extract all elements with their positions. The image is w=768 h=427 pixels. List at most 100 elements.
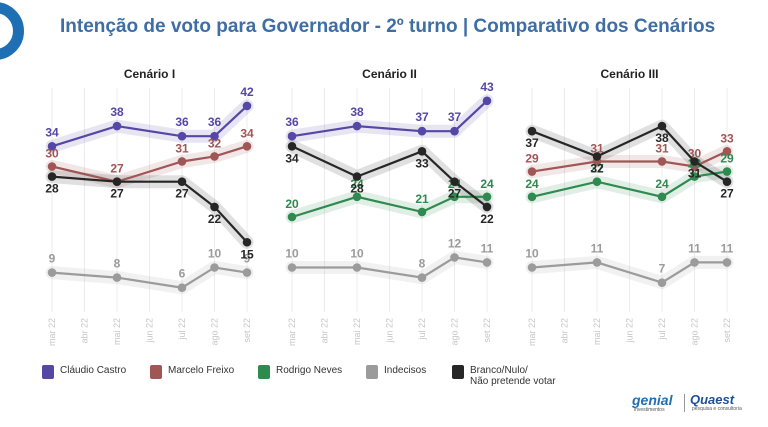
data-point-castro	[242, 101, 252, 111]
legend-label: Indecisos	[384, 365, 427, 376]
data-point-neves	[417, 207, 427, 217]
data-label-castro: 36	[285, 115, 299, 129]
legend-swatch	[150, 365, 162, 379]
x-tick-label: ago 22	[690, 318, 700, 346]
x-tick-label: abr 22	[320, 318, 330, 344]
data-label-freixo: 31	[590, 141, 604, 155]
x-tick-label: jun 22	[145, 318, 155, 344]
data-point-indecisos	[482, 258, 492, 267]
data-label-branco: 37	[525, 136, 539, 150]
data-label-indecisos: 11	[591, 241, 604, 255]
data-label-indecisos: 12	[448, 236, 462, 250]
legend-swatch	[42, 365, 54, 379]
chart-panel-3: Cenário III mar 22 abr 22 mai 22 jun 22 jul 2…	[525, 67, 734, 346]
genial-logo: genial	[632, 392, 673, 408]
data-point-indecisos	[287, 263, 297, 272]
data-point-castro	[352, 121, 362, 131]
page-title: Intenção de voto para Governador - 2º tu…	[60, 16, 716, 37]
x-tick-label: mai 22	[592, 318, 602, 345]
data-point-branco	[482, 202, 492, 212]
data-label-neves: 27	[590, 162, 604, 176]
data-label-indecisos: 9	[244, 252, 251, 266]
data-point-neves	[690, 172, 699, 181]
data-label-neves: 24	[350, 177, 364, 191]
legend-item-rodrigo-neves: Rodrigo Neves	[258, 365, 342, 379]
data-label-branco: 27	[720, 187, 734, 201]
data-point-freixo	[242, 142, 252, 151]
data-point-freixo	[210, 152, 219, 161]
data-point-indecisos	[242, 268, 252, 277]
data-label-indecisos: 11	[688, 241, 701, 255]
data-label-castro: 38	[350, 105, 364, 119]
data-point-branco	[690, 157, 699, 166]
data-label-freixo: 30	[45, 147, 59, 161]
data-point-freixo	[722, 147, 732, 156]
data-point-branco	[450, 177, 459, 186]
data-label-castro: 37	[448, 110, 462, 124]
data-point-indecisos	[47, 268, 57, 277]
x-tick-label: mar 22	[47, 318, 57, 346]
data-point-branco	[352, 172, 362, 181]
data-label-freixo: 33	[720, 131, 734, 145]
data-point-indecisos	[112, 273, 122, 282]
data-label-freixo: 27	[110, 162, 124, 176]
data-label-castro: 34	[45, 125, 59, 139]
legend-label: Marcelo Freixo	[168, 365, 235, 376]
panel-title: Cenário II	[362, 67, 417, 81]
data-point-freixo	[527, 167, 537, 176]
data-label-castro: 36	[208, 115, 222, 129]
data-label-neves: 20	[285, 197, 299, 211]
data-label-branco: 22	[480, 212, 494, 226]
data-point-castro	[210, 131, 219, 141]
data-point-branco	[657, 121, 667, 131]
data-label-castro: 36	[175, 115, 189, 129]
x-tick-label: mai 22	[352, 318, 362, 345]
legend-swatch	[366, 365, 378, 379]
data-point-indecisos	[722, 258, 732, 267]
x-tick-label: jul 22	[417, 318, 427, 341]
data-label-neves: 24	[655, 177, 669, 191]
chart-panel-1: Cenário I mar 22 abr 22 mai 22 jun 22 jul 22 a…	[45, 67, 254, 346]
quaest-logo-sub: pesquisa e consultoria	[692, 406, 742, 412]
data-label-neves: 21	[415, 192, 429, 206]
data-label-indecisos: 10	[285, 247, 299, 261]
data-point-neves	[722, 167, 732, 176]
data-point-branco	[722, 177, 732, 186]
data-point-neves	[287, 212, 297, 222]
x-tick-label: ago 22	[450, 318, 460, 346]
data-label-branco: 28	[350, 182, 364, 196]
data-point-neves	[482, 192, 492, 202]
data-point-castro	[417, 126, 427, 136]
data-label-indecisos: 6	[179, 267, 186, 281]
data-label-branco: 31	[688, 166, 702, 180]
data-point-freixo	[177, 157, 187, 166]
data-point-castro	[482, 96, 492, 106]
data-label-indecisos: 11	[481, 241, 494, 255]
data-point-castro	[177, 131, 187, 141]
legend-label: Cláudio Castro	[60, 365, 127, 376]
data-label-branco: 33	[415, 156, 429, 170]
data-point-indecisos	[592, 258, 602, 267]
x-tick-label: jun 22	[625, 318, 635, 344]
data-point-neves	[450, 192, 459, 202]
x-tick-label: ago 22	[210, 318, 220, 346]
data-point-indecisos	[450, 253, 459, 262]
x-tick-label: mai 22	[112, 318, 122, 345]
data-label-castro: 42	[240, 85, 254, 99]
quaest-logo: Quaest	[690, 392, 735, 407]
data-label-indecisos: 7	[659, 262, 666, 276]
data-label-castro: 37	[415, 110, 429, 124]
data-label-indecisos: 10	[525, 247, 539, 261]
chart-panel-2: Cenário II mar 22 abr 22 mai 22 jun 22 jul 22…	[285, 67, 494, 346]
data-label-branco: 27	[175, 187, 189, 201]
legend: Cláudio Castro Marcelo Freixo Rodrigo Neve…	[42, 362, 602, 392]
data-label-branco: 27	[448, 187, 462, 201]
data-label-indecisos: 9	[49, 252, 56, 266]
data-point-branco	[417, 147, 427, 156]
data-point-branco	[242, 237, 252, 247]
data-point-neves	[592, 177, 602, 186]
x-tick-label: jul 22	[657, 318, 667, 341]
x-tick-label: jul 22	[177, 318, 187, 341]
data-point-branco	[592, 152, 602, 161]
panel-title: Cenário III	[600, 67, 658, 81]
